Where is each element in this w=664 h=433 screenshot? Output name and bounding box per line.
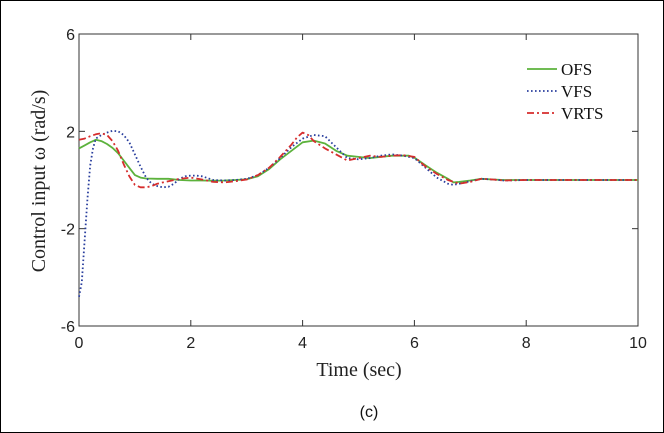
series-line-vrts — [78, 131, 638, 189]
x-tick-label: 6 — [410, 335, 419, 352]
series-line-vfs — [78, 129, 638, 297]
y-tick-label: 6 — [66, 27, 75, 44]
legend-label-ofs: OFS — [561, 60, 592, 79]
legend-label-vfs: VFS — [561, 82, 592, 101]
x-tick-label: 8 — [522, 335, 531, 352]
y-axis-title: Control input ω (rad/s) — [28, 90, 50, 273]
x-axis-title: Time (sec) — [316, 359, 401, 381]
x-tick-label: 4 — [298, 335, 307, 352]
x-tick-label: 2 — [186, 335, 195, 352]
y-tick-label: 2 — [66, 124, 75, 141]
y-tick-label: -6 — [61, 319, 75, 336]
x-tick-label: 10 — [629, 335, 647, 352]
y-tick-label: -2 — [61, 222, 75, 239]
figure-caption: (c) — [360, 404, 379, 421]
x-tick-label: 0 — [75, 335, 84, 352]
legend-label-vrts: VRTS — [561, 104, 603, 123]
series-line-ofs — [78, 138, 638, 184]
